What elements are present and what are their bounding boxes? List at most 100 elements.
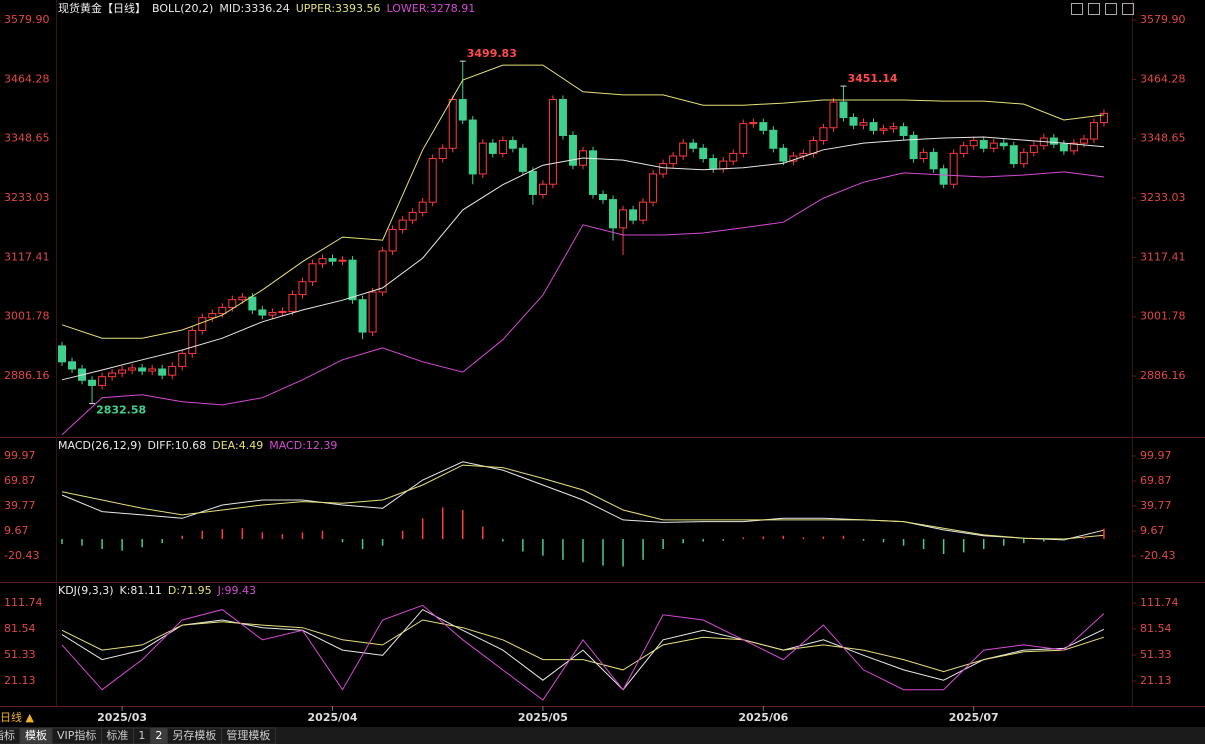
indicator-line <box>61 619 1105 673</box>
tab[interactable]: 模板 <box>25 728 47 742</box>
candle-body <box>899 126 908 136</box>
y-tick-label: -20.43 <box>1140 549 1175 562</box>
x-tick-label: 2025/06 <box>738 711 788 724</box>
tab[interactable]: 2 <box>155 729 162 742</box>
indicator-line <box>61 136 1104 381</box>
candle-body <box>729 152 738 162</box>
candle-body <box>128 367 137 371</box>
candle-body <box>438 147 447 160</box>
indicator-line <box>61 461 1105 541</box>
y-tick-label: 2886.16 <box>1140 369 1186 382</box>
y-tick-label: 3117.41 <box>1140 250 1186 263</box>
y-tick-label: 3464.28 <box>1140 72 1186 85</box>
candle-body <box>679 142 688 157</box>
indicator-line <box>61 464 1104 540</box>
icon[interactable] <box>1105 3 1117 15</box>
legend-entry: MACD:12.39 <box>269 439 337 452</box>
candle-body <box>488 142 497 154</box>
candle-body <box>278 311 287 314</box>
candle-body <box>258 309 267 316</box>
y-tick-label: 111.74 <box>4 596 43 609</box>
period-label[interactable]: 日线 ▲ <box>0 710 34 724</box>
candle-body <box>669 155 678 165</box>
tab[interactable]: 另存模板 <box>172 728 216 742</box>
indicator-name: BOLL(20,2) <box>152 2 213 15</box>
legend-entry: K:81.11 <box>120 584 162 597</box>
y-tick-label: 9.67 <box>1140 524 1165 537</box>
y-tick-label: 9.67 <box>4 524 29 537</box>
y-tick-label: 21.13 <box>1140 674 1172 687</box>
candle-body <box>609 199 618 229</box>
candle-body <box>138 367 147 372</box>
y-tick-label: 39.77 <box>4 499 36 512</box>
y-tick-label: 51.33 <box>4 648 36 661</box>
indicator-name: MACD(26,12,9) <box>58 439 142 452</box>
indicator-line <box>61 64 1104 339</box>
y-tick-label: 81.54 <box>1140 622 1172 635</box>
candle-body <box>1049 137 1058 145</box>
candle-body <box>348 259 357 301</box>
candle-body <box>819 127 828 142</box>
candle-body <box>649 173 658 203</box>
candle-body <box>809 140 818 154</box>
candle-body <box>358 299 367 333</box>
y-tick-label: 3001.78 <box>4 310 50 323</box>
candle-body <box>849 116 858 126</box>
annotation: 3499.83 <box>467 47 517 60</box>
icon[interactable] <box>1122 3 1134 15</box>
candle-body <box>709 158 718 170</box>
legend-entry: D:71.95 <box>168 584 212 597</box>
candle-body <box>568 134 577 166</box>
candle-body <box>588 150 597 195</box>
candle-body <box>659 163 668 175</box>
candle-body <box>368 291 377 333</box>
legend-entry: MID:3336.24 <box>219 2 289 15</box>
tab[interactable]: 管理模板 <box>226 728 270 742</box>
candle-body <box>298 281 307 296</box>
candle-body <box>108 372 117 378</box>
y-tick-label: 3348.65 <box>4 132 50 145</box>
candle-body <box>979 140 988 149</box>
legend-entry: UPPER:3393.56 <box>296 2 381 15</box>
candle-body <box>619 209 628 229</box>
annotation: 3451.14 <box>847 72 897 85</box>
candle-body <box>528 170 537 195</box>
y-tick-label: 69.87 <box>1140 474 1172 487</box>
candle-body <box>318 258 327 265</box>
tab[interactable]: 指标 <box>0 728 15 742</box>
window-buttons <box>1071 3 1134 15</box>
annotation: 2832.58 <box>96 404 146 417</box>
candle-body <box>228 299 237 308</box>
candle-body <box>208 313 217 319</box>
candle-body <box>498 140 507 154</box>
candle-body <box>418 201 427 213</box>
candle-body <box>178 353 187 367</box>
candle-body <box>919 151 928 160</box>
y-tick-label: 69.87 <box>4 474 36 487</box>
candle-body <box>969 140 978 147</box>
candle-body <box>859 122 868 126</box>
tab[interactable]: 1 <box>138 729 145 742</box>
candle-body <box>428 158 437 203</box>
candle-body <box>198 317 207 331</box>
candle-body <box>1089 122 1098 140</box>
y-tick-label: 21.13 <box>4 674 36 687</box>
candle-body <box>238 296 247 301</box>
candle-body <box>68 361 77 370</box>
icon[interactable] <box>1071 3 1083 15</box>
candle-body <box>1099 112 1108 124</box>
candle-body <box>218 306 227 315</box>
candle-body <box>408 211 417 221</box>
candle-body <box>639 201 648 221</box>
tab-bg[interactable] <box>220 727 276 744</box>
tab[interactable]: 标准 <box>106 728 128 742</box>
y-tick-label: 51.33 <box>1140 648 1172 661</box>
candle-body <box>1019 151 1028 165</box>
x-tick-label: 2025/05 <box>518 711 568 724</box>
x-tick-label: 2025/07 <box>949 711 999 724</box>
legend-entry: J:99.43 <box>217 584 256 597</box>
candle-body <box>929 151 938 170</box>
chart-title: 现货黄金【日线】 <box>58 1 146 15</box>
icon[interactable] <box>1088 3 1100 15</box>
tab[interactable]: VIP指标 <box>57 728 96 742</box>
